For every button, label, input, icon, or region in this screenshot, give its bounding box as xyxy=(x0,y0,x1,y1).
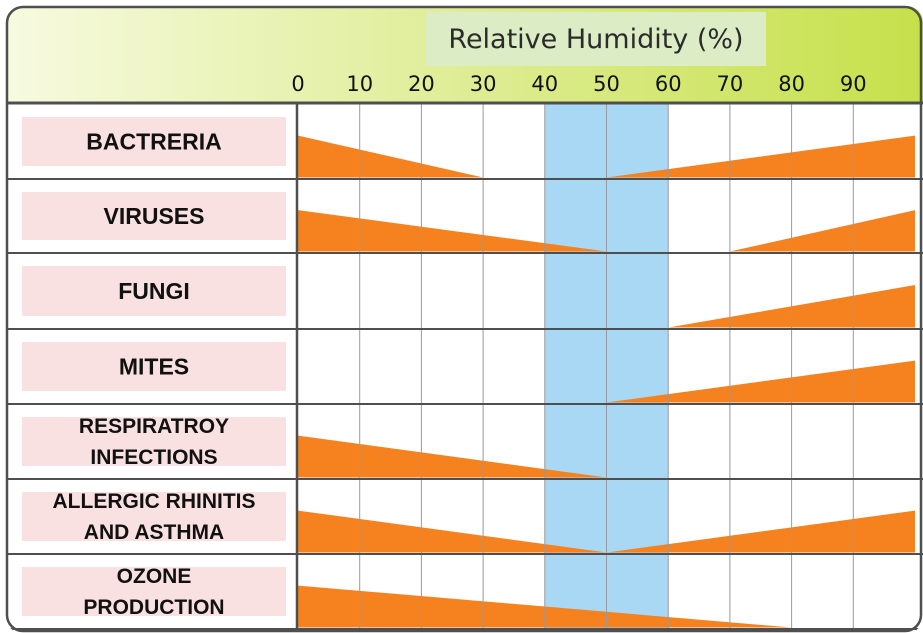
risk-wedge xyxy=(298,435,607,478)
x-tick-label: 50 xyxy=(593,72,620,96)
x-tick-label: 30 xyxy=(470,72,497,96)
chart-title: Relative Humidity (%) xyxy=(448,24,743,55)
row-label: MITES xyxy=(119,354,189,380)
row-label-bg xyxy=(22,567,286,616)
outer-frame xyxy=(5,5,923,633)
row-label: BACTRERIA xyxy=(86,129,221,155)
row-label: OZONE xyxy=(117,565,192,588)
x-tick-label: 60 xyxy=(655,72,682,96)
row-label: RESPIRATROY xyxy=(79,415,229,438)
row-label: ALLERGIC RHINITIS xyxy=(53,490,256,513)
row-label: FUNGI xyxy=(118,278,190,304)
risk-wedge xyxy=(298,135,484,178)
x-tick-label: 10 xyxy=(346,72,373,96)
risk-wedge xyxy=(606,510,915,553)
risk-wedge xyxy=(729,210,915,252)
risk-wedge xyxy=(606,135,915,178)
risk-wedge xyxy=(606,360,915,403)
x-tick-label: 20 xyxy=(408,72,435,96)
row-label-bg xyxy=(22,117,286,166)
row-label: PRODUCTION xyxy=(83,596,224,619)
x-tick-label: 0 xyxy=(291,72,304,96)
row-label-bg xyxy=(22,492,286,541)
x-tick-label: 40 xyxy=(531,72,558,96)
row-label: AND ASTHMA xyxy=(84,521,224,544)
row-label: VIRUSES xyxy=(104,203,205,229)
row-label: INFECTIONS xyxy=(90,446,217,469)
x-tick-label: 70 xyxy=(717,72,744,96)
risk-wedge xyxy=(298,510,607,553)
risk-wedge xyxy=(298,210,607,252)
row-label-bg xyxy=(22,192,286,240)
row-label-bg xyxy=(22,342,286,391)
title-box xyxy=(426,12,766,66)
x-tick-label: 90 xyxy=(840,72,867,96)
row-label-bg xyxy=(22,266,286,316)
x-tick-label: 80 xyxy=(778,72,805,96)
row-label-bg xyxy=(22,417,286,466)
